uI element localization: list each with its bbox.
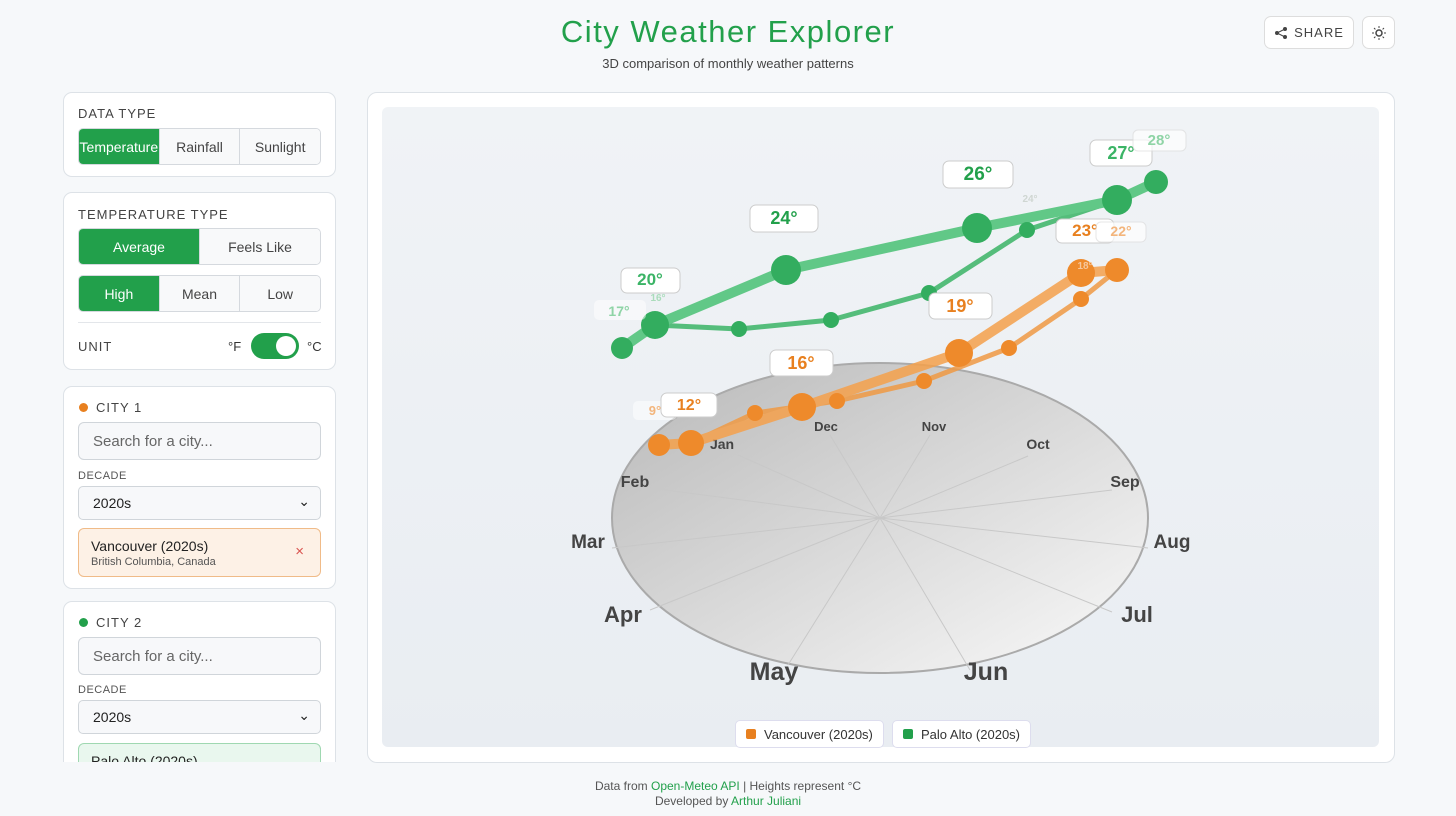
city-search[interactable]: Search for a city... <box>78 422 321 460</box>
decade-label: DECADE <box>78 684 127 696</box>
option[interactable]: Average <box>79 229 199 264</box>
option[interactable]: Temperature <box>79 129 159 164</box>
data-type-panel: DATA TYPE Temperature Rainfall Sunlight <box>63 92 336 177</box>
theme-toggle[interactable] <box>1362 16 1395 49</box>
label: DATA TYPE <box>78 106 157 121</box>
month: Dec <box>814 419 838 434</box>
month: Jul <box>1121 602 1153 627</box>
footer-source: Data from Open-Meteo API | Heights repre… <box>0 779 1456 793</box>
sun-icon <box>1371 25 1386 40</box>
divider <box>78 322 321 323</box>
legend-item[interactable]: Palo Alto (2020s) <box>892 720 1032 748</box>
month: May <box>750 658 799 686</box>
subtitle: 3D comparison of monthly weather pattern… <box>602 56 854 71</box>
month: Aug <box>1154 532 1191 553</box>
temp-label: 24° <box>770 208 797 228</box>
sidebar: DATA TYPE Temperature Rainfall Sunlight … <box>63 92 336 762</box>
palo-alto-labels: 17° 16° 20° 24° 26° 24° 27° 28° <box>594 129 1187 320</box>
label: CITY 1 <box>96 400 143 415</box>
stat-group: High Mean Low <box>78 275 321 312</box>
vancouver-points <box>648 258 1129 456</box>
temp-label: 17° <box>608 303 629 319</box>
chart-3d: Jan Feb Mar Apr May Jun Jul Aug Sep Oct … <box>571 129 1190 686</box>
unit-switch[interactable] <box>251 333 299 359</box>
month: Apr <box>604 602 642 627</box>
month: Nov <box>922 419 947 434</box>
title: City Weather Explorer <box>560 14 896 49</box>
option[interactable]: Mean <box>158 276 240 311</box>
legend-item[interactable]: Vancouver (2020s) <box>735 720 884 748</box>
temp-label: 18° <box>1077 261 1092 272</box>
city1-panel: CITY 1 Search for a city... DECADE 2020s… <box>63 386 336 589</box>
decade-label: DECADE <box>78 470 127 482</box>
month: Oct <box>1026 436 1050 452</box>
city-name: Palo Alto (2020s) <box>91 753 198 762</box>
temp-label: 26° <box>964 164 993 185</box>
temp-label: 9° <box>649 403 661 418</box>
option[interactable]: Low <box>239 276 320 311</box>
temp-label: 22° <box>1110 223 1131 239</box>
unit-on: °C <box>307 339 322 354</box>
link[interactable]: Open-Meteo API <box>651 779 740 793</box>
month-labels: Jan Feb Mar Apr May Jun Jul Aug Sep Oct … <box>571 419 1190 686</box>
legend-label: Palo Alto (2020s) <box>921 726 1021 742</box>
decade-select[interactable]: 2020s ⌄ <box>78 700 321 734</box>
temp-label: 24° <box>1022 194 1037 205</box>
temp-label: 27° <box>1107 143 1134 163</box>
city-region: British Columbia, Canada <box>91 556 216 568</box>
temp-label: 16° <box>787 353 814 373</box>
share-icon <box>1275 26 1288 39</box>
disc-spokes <box>611 434 1149 671</box>
month: Feb <box>621 474 650 491</box>
decade: 2020s <box>93 495 132 511</box>
month: Mar <box>571 532 605 553</box>
city2-panel: CITY 2 Search for a city... DECADE 2020s… <box>63 601 336 762</box>
vancouver-labels: 9° 12° 16° 19° 18° 23° 22° <box>633 218 1147 420</box>
temp-label: 28° <box>1148 132 1171 149</box>
city-chip: Vancouver (2020s) British Columbia, Cana… <box>78 528 321 577</box>
kind-group: Average Feels Like <box>78 228 321 265</box>
decade: 2020s <box>93 709 132 725</box>
label: UNIT <box>78 339 113 354</box>
city-search[interactable]: Search for a city... <box>78 637 321 675</box>
option[interactable]: Rainfall <box>158 129 240 164</box>
city-chip: Palo Alto (2020s) <box>78 743 321 762</box>
text: Developed by <box>654 794 729 808</box>
text: | Heights represent °C <box>743 779 862 793</box>
legend-label: Vancouver (2020s) <box>764 726 873 742</box>
temp-label: 12° <box>677 397 701 414</box>
decade-select[interactable]: 2020s ⌄ <box>78 486 321 520</box>
label: CITY 2 <box>96 615 143 630</box>
link[interactable]: Arthur Juliani <box>731 794 802 808</box>
share-label: SHARE <box>1294 25 1344 40</box>
option[interactable]: Feels Like <box>199 229 320 264</box>
palo-alto-points <box>611 170 1168 359</box>
month: Sep <box>1110 474 1140 491</box>
label: TEMPERATURE TYPE <box>78 207 229 222</box>
temp-label: 20° <box>637 270 663 289</box>
option[interactable]: Sunlight <box>239 129 320 164</box>
share-button[interactable]: SHARE <box>1264 16 1354 49</box>
option[interactable]: High <box>79 276 159 311</box>
footer-credit: Developed by Arthur Juliani <box>0 794 1456 808</box>
temp-label: 23° <box>1072 221 1098 240</box>
temp-label: 19° <box>946 296 973 316</box>
temp-label: 16° <box>650 293 665 304</box>
text: Data from <box>594 779 648 793</box>
temperature-panel: TEMPERATURE TYPE Average Feels Like High… <box>63 192 336 370</box>
remove-button[interactable]: × <box>295 543 304 560</box>
unit-off: °F <box>228 339 242 354</box>
month: Jun <box>964 658 1008 686</box>
city-name: Vancouver (2020s) <box>91 538 209 554</box>
data-type-group: Temperature Rainfall Sunlight <box>78 128 321 165</box>
